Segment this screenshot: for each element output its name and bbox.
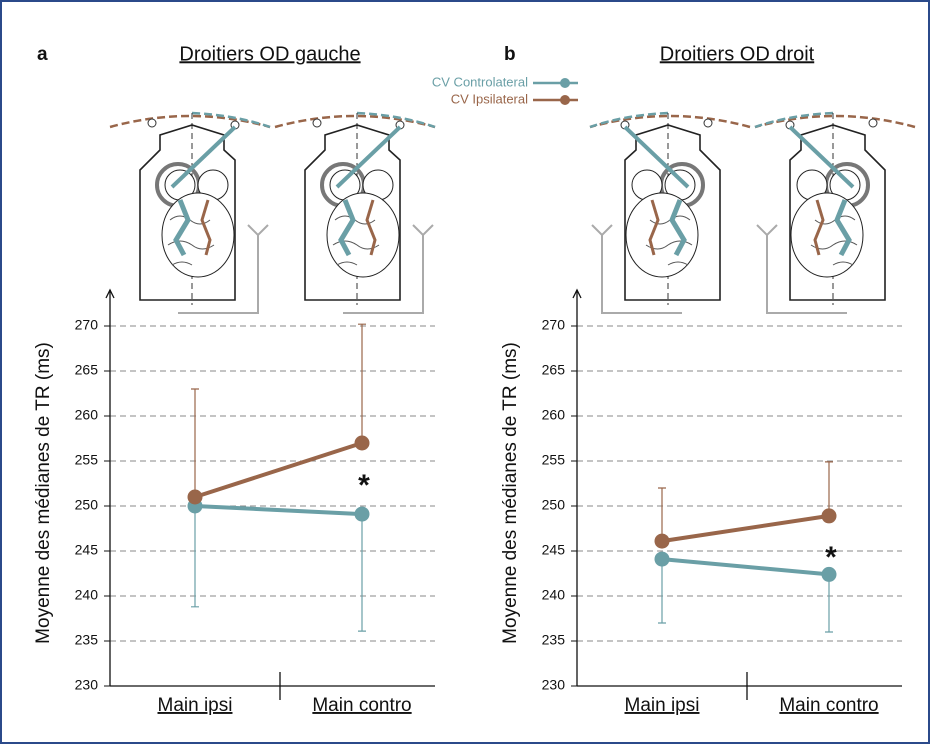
y-tick-label: 270 [542, 317, 566, 333]
y-tick-label: 270 [75, 317, 99, 333]
illustration [590, 113, 750, 313]
series-line [194, 441, 363, 499]
y-tick-label: 235 [542, 632, 566, 648]
y-tick-label: 260 [542, 407, 566, 423]
legend-label: CV Controlateral [432, 74, 528, 89]
series-line [661, 513, 830, 544]
y-tick-label: 260 [75, 407, 99, 423]
data-point [654, 551, 670, 567]
y-tick-label: 230 [542, 677, 566, 693]
y-tick-label: 255 [75, 452, 99, 468]
error-bar [358, 323, 366, 443]
chart-title: Droitiers OD droit [660, 43, 815, 65]
error-bar [825, 461, 833, 516]
illustration [110, 113, 270, 313]
data-point [654, 533, 670, 549]
y-tick-label: 240 [542, 587, 566, 603]
error-bar [825, 574, 833, 633]
illustration [755, 113, 915, 313]
error-bar [658, 559, 666, 624]
legend-marker [560, 78, 570, 88]
y-tick-label: 250 [75, 497, 99, 513]
data-point [354, 506, 370, 522]
data-point [821, 508, 837, 524]
annotation: * [825, 541, 837, 574]
series-line [661, 557, 830, 577]
legend-marker [560, 95, 570, 105]
y-axis-label: Moyenne des médianes de TR (ms) [500, 342, 521, 644]
annotation: * [358, 469, 370, 502]
error-bar [358, 514, 366, 632]
axis-arrow [105, 288, 115, 299]
panel-label: b [504, 44, 516, 65]
y-tick-label: 245 [542, 542, 566, 558]
x-tick-label: Main ipsi [158, 695, 233, 716]
illustration [275, 113, 435, 313]
y-tick-label: 245 [75, 542, 99, 558]
chart-title: Droitiers OD gauche [179, 43, 360, 65]
legend-label: CV Ipsilateral [451, 91, 528, 106]
y-tick-label: 250 [542, 497, 566, 513]
axis-arrow [572, 288, 582, 299]
y-tick-label: 235 [75, 632, 99, 648]
y-tick-label: 230 [75, 677, 99, 693]
data-point [821, 566, 837, 582]
error-bar [191, 388, 199, 497]
error-bar [191, 506, 199, 608]
y-tick-label: 265 [542, 362, 566, 378]
data-point [354, 435, 370, 451]
y-tick-label: 240 [75, 587, 99, 603]
panel-label: a [37, 44, 48, 65]
error-bar [658, 487, 666, 542]
x-tick-label: Main contro [779, 695, 878, 716]
y-axis-label: Moyenne des médianes de TR (ms) [33, 342, 54, 644]
series-line [194, 504, 363, 517]
y-tick-label: 255 [542, 452, 566, 468]
x-tick-label: Main ipsi [625, 695, 700, 716]
x-tick-label: Main contro [312, 695, 411, 716]
data-point [187, 489, 203, 505]
y-tick-label: 265 [75, 362, 99, 378]
